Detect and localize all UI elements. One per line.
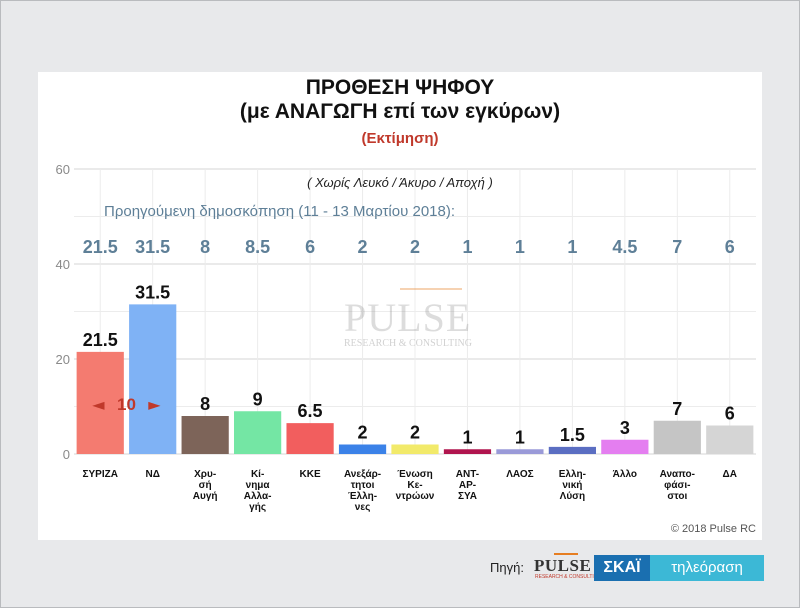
previous-value-label: 6 <box>725 237 735 257</box>
bar-value-label: 9 <box>253 389 263 409</box>
bar <box>338 444 387 454</box>
skai-logo: ΣΚΑΪ τηλεόραση <box>594 555 764 581</box>
chart-panel: 0 20 40 60 21.5 21.5 ΣΥΡΙΖΑ 31.5 31.5 ΝΔ 8 8 Χρυ-σή Α… <box>38 72 762 540</box>
bar-value-label: 7 <box>672 399 682 419</box>
bar <box>548 446 596 454</box>
bar <box>129 304 177 454</box>
category-label: Χρυ- <box>194 469 216 480</box>
bar <box>601 439 649 454</box>
bar-value-label: 6 <box>725 404 735 424</box>
lead-arrow-left-icon: ◄ <box>92 395 105 414</box>
bar-value-label: 8 <box>200 394 210 414</box>
bar <box>653 420 701 454</box>
category-label: Αναπο- <box>660 469 695 480</box>
skai-logo-text: ΣΚΑΪ <box>594 555 650 581</box>
previous-poll-label: Προηγούμενη δημοσκόπηση (11 - 13 Μαρτίου… <box>104 203 456 220</box>
category-label: Έλλη- <box>348 491 377 502</box>
category-label: γής <box>249 502 266 513</box>
chart-title-line2: (με ΑΝΑΓΩΓΗ επί των εγκύρων) <box>239 100 561 123</box>
category-label: ΔΑ <box>723 469 737 480</box>
category-label: τητοι <box>351 480 375 491</box>
watermark-sub: RESEARCH & CONSULTING <box>344 338 472 349</box>
previous-value-label: 8 <box>200 237 210 257</box>
category-label: Ανεξάρ- <box>344 469 381 480</box>
category-label: ΝΔ <box>145 469 159 480</box>
category-label: Ελλη- <box>559 469 586 480</box>
bar-value-label: 31.5 <box>135 282 170 302</box>
category-label: νική <box>562 480 582 491</box>
category-label: ΑΡ- <box>459 480 476 491</box>
bar-value-label: 6.5 <box>298 401 323 421</box>
bar-value-label: 2 <box>410 423 420 443</box>
bar <box>496 449 544 454</box>
chart-title-line1: ΠΡΟΘΕΣΗ ΨΗΦΟΥ <box>305 76 495 99</box>
bar <box>391 444 439 454</box>
previous-value-label: 21.5 <box>83 237 118 257</box>
y-tick-label: 40 <box>56 257 70 272</box>
chart: 020406021.521.5ΣΥΡΙΖΑ31.531.5ΝΔ88Χρυ-σήΑ… <box>56 162 756 513</box>
category-label: Αυγή <box>193 491 218 502</box>
category-label: ΣΥΑ <box>458 491 477 502</box>
previous-value-label: 6 <box>305 237 315 257</box>
category-label: Ένωση <box>397 469 433 480</box>
bar-value-label: 1.5 <box>560 425 585 445</box>
category-label: Αλλα- <box>244 491 272 502</box>
previous-value-label: 4.5 <box>612 237 637 257</box>
copyright: © 2018 Pulse RC <box>670 523 756 535</box>
category-label: στοι <box>667 491 687 502</box>
bar-value-label: 21.5 <box>83 330 118 350</box>
category-label: ΣΥΡΙΖΑ <box>83 469 118 480</box>
lead-arrow-right-icon: ► <box>148 395 161 414</box>
pulse-logo-sub: RESEARCH & CONSULTING <box>535 574 602 580</box>
skai-tv-text: τηλεόραση <box>650 555 764 581</box>
pulse-logo-text: PULSE <box>534 556 592 575</box>
y-tick-label: 0 <box>63 447 70 462</box>
bar-value-label: 2 <box>358 423 368 443</box>
category-label: φάσι- <box>664 480 690 491</box>
category-label: ΛΑΟΣ <box>506 469 533 480</box>
previous-value-label: 1 <box>515 237 525 257</box>
bar-value-label: 3 <box>620 418 630 438</box>
category-label: ντρώων <box>396 491 435 502</box>
bar <box>286 423 334 454</box>
pulse-wave-icon <box>554 553 578 561</box>
previous-value-label: 7 <box>672 237 682 257</box>
chart-note: ( Χωρίς Λευκό / Άκυρο / Αποχή ) <box>307 175 493 190</box>
previous-value-label: 8.5 <box>245 237 270 257</box>
previous-value-label: 2 <box>358 237 368 257</box>
previous-value-label: 2 <box>410 237 420 257</box>
y-tick-label: 20 <box>56 352 70 367</box>
category-label: Λύση <box>560 491 585 502</box>
pulse-logo: PULSE RESEARCH & CONSULTING <box>534 553 601 581</box>
category-label: νες <box>355 502 371 513</box>
y-tick-label: 60 <box>56 162 70 177</box>
bar-value-label: 1 <box>462 427 472 447</box>
category-label: Κε- <box>407 480 422 491</box>
category-label: ΑΝΤ- <box>456 469 479 480</box>
bar-value-label: 1 <box>515 427 525 447</box>
bar <box>706 425 754 454</box>
bar <box>181 416 229 454</box>
category-label: ΚΚΕ <box>300 469 321 480</box>
watermark-main: PULSE <box>344 295 472 340</box>
category-label: Κί- <box>251 469 264 480</box>
watermark-wave-icon <box>400 288 462 300</box>
previous-value-label: 1 <box>462 237 472 257</box>
source-label: Πηγή: <box>490 560 524 575</box>
previous-value-label: 1 <box>567 237 577 257</box>
chart-subtitle: (Εκτίμηση) <box>361 130 439 147</box>
bar <box>443 449 492 454</box>
bar <box>76 351 124 454</box>
category-label: Άλλο <box>613 469 637 480</box>
previous-value-label: 31.5 <box>135 237 170 257</box>
category-label: νημα <box>246 480 271 491</box>
lead-value: 10 <box>117 395 136 414</box>
category-label: σή <box>199 480 212 491</box>
pulse-watermark: PULSE RESEARCH & CONSULTING <box>340 288 490 358</box>
bar <box>234 411 282 454</box>
